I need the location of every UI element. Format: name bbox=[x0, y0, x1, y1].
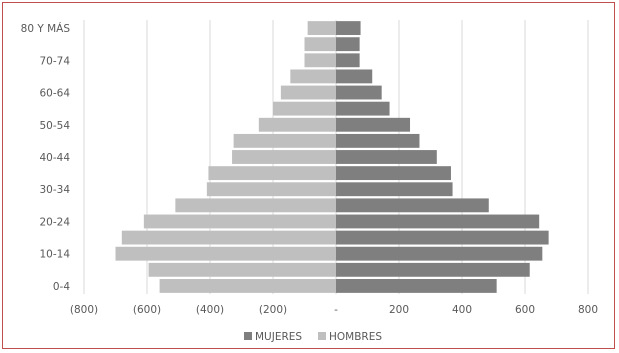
y-tick-label-30-34: 30-34 bbox=[39, 184, 70, 196]
y-tick-label-70-74: 70-74 bbox=[39, 55, 70, 67]
bar-hombres-25-29 bbox=[175, 198, 336, 213]
bar-mujeres-35-39 bbox=[336, 166, 451, 181]
bar-hombres-45-49 bbox=[233, 133, 336, 148]
bar-mujeres-60-64 bbox=[336, 85, 382, 100]
legend-swatch-hombres bbox=[318, 332, 326, 340]
bar-hombres-20-24 bbox=[143, 214, 336, 229]
bar-hombres-0-4 bbox=[159, 279, 336, 293]
bar-hombres-65-69 bbox=[290, 69, 336, 84]
bar-mujeres-5-9 bbox=[336, 262, 530, 277]
bar-mujeres-30-34 bbox=[336, 182, 453, 197]
bar-mujeres-10-14 bbox=[336, 246, 543, 261]
bar-mujeres-70-74 bbox=[336, 53, 360, 68]
legend-label-mujeres: MUJERES bbox=[255, 331, 302, 343]
bar-hombres-80-y-más bbox=[307, 21, 336, 35]
x-tick-label-7: 600 bbox=[515, 304, 535, 316]
bar-hombres-40-44 bbox=[232, 150, 336, 164]
bar-hombres-15-19 bbox=[121, 230, 336, 245]
legend: MUJERES HOMBRES bbox=[244, 331, 382, 343]
bars bbox=[115, 21, 549, 293]
x-tick-label-5: 200 bbox=[389, 304, 409, 316]
bar-mujeres-0-4 bbox=[336, 279, 497, 293]
x-tick-label-6: 400 bbox=[452, 304, 472, 316]
y-tick-label-20-24: 20-24 bbox=[39, 216, 70, 228]
bar-mujeres-15-19 bbox=[336, 230, 549, 245]
bar-hombres-30-34 bbox=[206, 182, 336, 197]
bar-hombres-60-64 bbox=[280, 85, 336, 100]
bar-hombres-35-39 bbox=[208, 166, 336, 181]
bar-mujeres-75-79 bbox=[336, 37, 360, 52]
bar-mujeres-55-59 bbox=[336, 101, 390, 116]
legend-label-hombres: HOMBRES bbox=[329, 331, 382, 343]
legend-swatch-mujeres bbox=[244, 332, 252, 340]
bar-mujeres-40-44 bbox=[336, 150, 437, 164]
bar-mujeres-45-49 bbox=[336, 133, 420, 148]
y-tick-label-60-64: 60-64 bbox=[39, 88, 70, 100]
bar-mujeres-20-24 bbox=[336, 214, 540, 229]
x-axis-labels: (800) (600) (400) (200) - 200 400 600 800 bbox=[70, 304, 598, 316]
bar-hombres-75-79 bbox=[304, 37, 336, 52]
y-axis-labels: 0-4 10-14 20-24 30-34 40-44 50-54 60-64 70-74 80… bbox=[21, 22, 71, 293]
x-tick-label-2: (400) bbox=[196, 304, 224, 316]
y-tick-label-50-54: 50-54 bbox=[39, 120, 70, 132]
x-tick-label-8: 800 bbox=[578, 304, 598, 316]
bar-mujeres-80-y-más bbox=[336, 21, 361, 35]
y-tick-label-0-4: 0-4 bbox=[53, 281, 70, 293]
bar-hombres-5-9 bbox=[148, 262, 336, 277]
x-tick-label-4: - bbox=[334, 304, 338, 316]
bar-hombres-55-59 bbox=[273, 101, 336, 116]
y-tick-label-40-44: 40-44 bbox=[39, 152, 70, 164]
x-tick-label-0: (800) bbox=[70, 304, 98, 316]
y-tick-label-80-y-más: 80 Y MÁS bbox=[21, 22, 71, 35]
bar-hombres-10-14 bbox=[115, 246, 336, 261]
x-tick-label-1: (600) bbox=[133, 304, 161, 316]
bar-hombres-50-54 bbox=[258, 117, 336, 132]
bar-mujeres-25-29 bbox=[336, 198, 489, 213]
bar-mujeres-65-69 bbox=[336, 69, 373, 84]
bar-hombres-70-74 bbox=[304, 53, 336, 68]
y-tick-label-10-14: 10-14 bbox=[39, 249, 70, 261]
bar-mujeres-50-54 bbox=[336, 117, 411, 132]
x-tick-label-3: (200) bbox=[259, 304, 287, 316]
